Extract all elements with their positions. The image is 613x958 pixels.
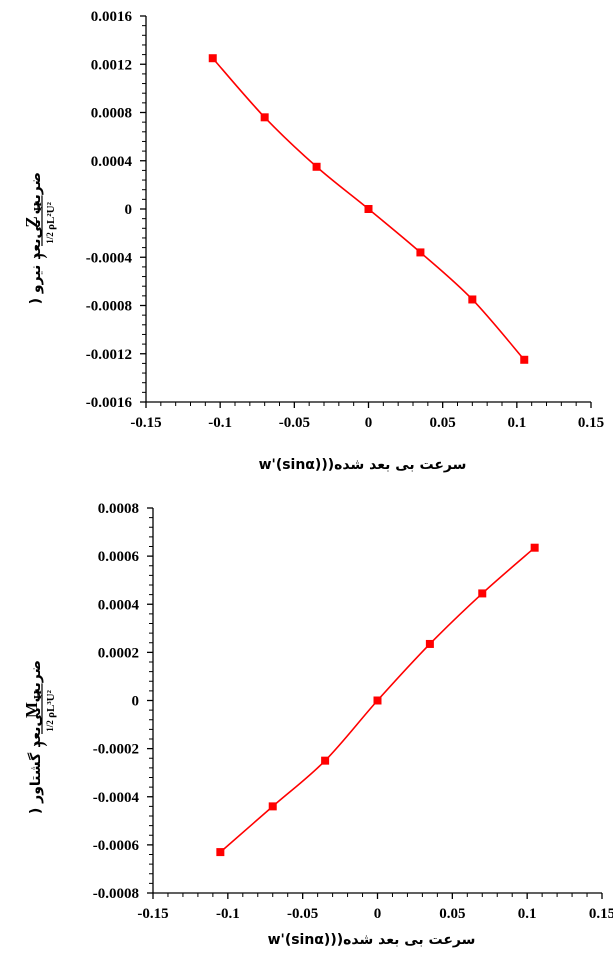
y-axis-suffix: )	[32, 254, 48, 259]
y-tick-label: -0.0008	[86, 299, 132, 315]
y-tick-label: -0.0002	[93, 742, 139, 758]
x-axis-title: سرعت بی بعد شده((w'(sinα)	[268, 932, 476, 948]
y-tick-label: -0.0016	[86, 395, 133, 411]
x-tick-label: 0.05	[439, 906, 465, 922]
y-tick-label: 0.0004	[91, 154, 133, 170]
y-axis-title: ضریب بی‌بعد گشتاور (MH 1/2 ρL³U²)	[22, 660, 57, 814]
data-point-marker	[208, 54, 217, 63]
x-axis-title: سرعت بی بعد شده((w'(sinα)	[259, 457, 467, 473]
data-point-marker	[468, 295, 477, 304]
data-point-marker	[364, 205, 373, 213]
data-point-marker	[321, 756, 330, 765]
y-axis-numerator-sub: H	[32, 690, 44, 699]
y-axis-numerator: M	[22, 702, 41, 718]
y-tick-label: -0.0006	[93, 838, 140, 854]
moment-coefficient-chart: -0.0008 -0.0006 -0.0004 -0.0002 0 0.0002 0.000…	[22, 501, 613, 948]
y-axis-half: 1/2	[45, 720, 55, 732]
data-point-marker	[425, 639, 434, 648]
y-tick-label: -0.0008	[93, 886, 139, 902]
x-tick-label: 0.05	[430, 415, 456, 431]
x-tick-label: 0.1	[518, 906, 537, 922]
y-axis-suffix: )	[32, 742, 48, 747]
data-point-marker	[216, 848, 225, 857]
data-point-marker	[478, 589, 487, 598]
y-tick-label: 0	[132, 694, 140, 710]
x-tick-label: -0.15	[137, 906, 168, 922]
data-point-marker	[520, 355, 529, 364]
y-axis-title: ضریب بی‌بعد نیرو (ZH 1/2 ρL²U²)	[22, 172, 57, 304]
y-tick-label: 0.0002	[98, 645, 139, 661]
y-tick-label: 0.0008	[91, 106, 132, 122]
y-axis-numerator: Z	[22, 216, 41, 227]
y-axis-numerator-sub: H	[32, 202, 44, 211]
x-tick-label: -0.05	[279, 415, 310, 431]
y-tick-label: -0.0012	[86, 347, 132, 363]
data-point-marker	[260, 113, 269, 122]
x-tick-label: -0.15	[130, 415, 161, 431]
y-tick-label: 0.0004	[98, 597, 140, 613]
data-point-marker	[416, 248, 425, 257]
y-tick-label: 0.0006	[98, 549, 140, 565]
x-tick-label: -0.05	[287, 906, 318, 922]
y-axis-denominator: ρL²U²	[45, 201, 57, 229]
x-tick-label: 0	[374, 906, 382, 922]
x-tick-label: 0.15	[578, 415, 604, 431]
x-tick-label: -0.1	[216, 906, 240, 922]
y-tick-label: 0.0016	[91, 9, 133, 25]
y-tick-label: -0.0004	[93, 790, 140, 806]
force-coefficient-chart: -0.0016 -0.0012 -0.0008 -0.0004 0 0.0004 0.000…	[22, 9, 604, 473]
data-point-marker	[530, 543, 539, 552]
y-tick-label: -0.0004	[86, 250, 133, 266]
x-tick-label: -0.1	[208, 415, 232, 431]
data-point-marker	[268, 802, 277, 811]
data-point-marker	[312, 162, 321, 171]
y-tick-label: 0.0012	[91, 57, 132, 73]
y-axis-denominator: ρL³U²	[45, 689, 57, 717]
y-axis-title-text: ضریب بی‌بعد نیرو (	[28, 172, 44, 304]
x-tick-label: 0	[365, 415, 373, 431]
data-point-marker	[373, 696, 382, 705]
y-tick-label: 0	[125, 202, 133, 218]
x-tick-label: 0.15	[589, 906, 613, 922]
y-axis-title-text: ضریب بی‌بعد گشتاور (	[27, 660, 44, 814]
y-tick-label: 0.0008	[98, 501, 139, 517]
x-tick-label: 0.1	[507, 415, 526, 431]
y-axis-half: 1/2	[45, 232, 55, 244]
